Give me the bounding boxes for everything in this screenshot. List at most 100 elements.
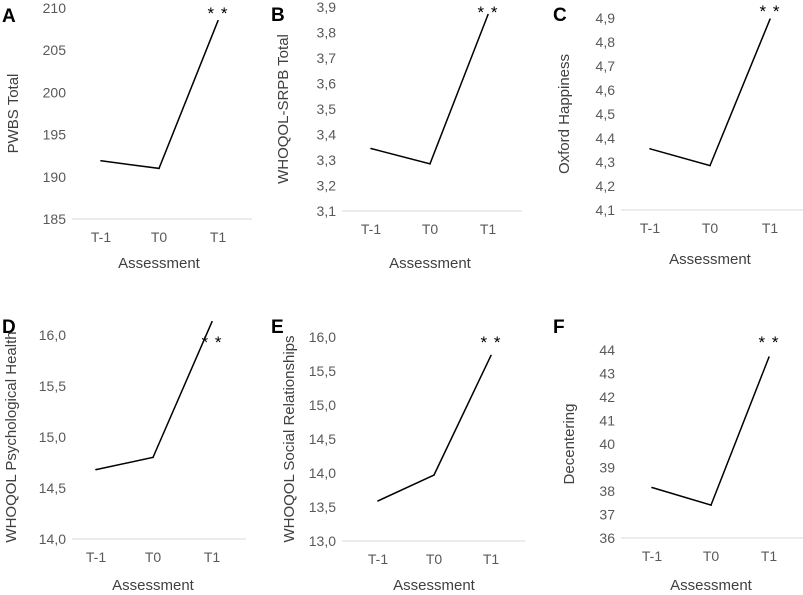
chart1-y-axis-label: PWBS Total <box>5 74 22 154</box>
chart3-y-tick: 4,3 <box>596 154 616 170</box>
chart5-y-tick: 14,0 <box>309 465 336 481</box>
chart5-x-axis-label: Assessment <box>393 577 476 594</box>
chart1-x-tick: T-1 <box>91 229 111 245</box>
chart2-significance-marker: * * <box>478 3 499 22</box>
chart1-data-point <box>158 167 160 170</box>
chart1-y-tick: 195 <box>43 127 67 143</box>
chart6-x-tick: T-1 <box>642 548 662 564</box>
chart2-y-tick: 3,6 <box>317 76 337 92</box>
chart6-y-tick: 37 <box>599 507 615 523</box>
chart3-x-tick: T0 <box>702 220 719 236</box>
chart4-y-tick: 15,0 <box>39 429 66 445</box>
chart6-y-tick: 43 <box>599 366 615 382</box>
chart5-panel-label: E <box>271 317 284 338</box>
chart5-y-axis-label: WHOQOL Social Relationships <box>281 335 298 542</box>
chart5-data-point <box>433 474 435 476</box>
chart4-series-line <box>95 321 213 471</box>
chart4-significance-marker: * * <box>202 333 223 352</box>
chart4-data-point <box>95 468 97 471</box>
chart6-data-point <box>710 504 712 506</box>
chart3-y-tick: 4,5 <box>596 106 616 122</box>
chart5-y-tick: 14,5 <box>309 431 336 447</box>
chart5-data-point <box>377 500 379 502</box>
chart1-panel-label: A <box>2 6 16 27</box>
chart3-y-tick: 4,7 <box>596 58 616 74</box>
chart6-panel-label: F <box>553 317 565 338</box>
chart3-x-tick: T-1 <box>640 220 660 236</box>
chart6-x-tick: T1 <box>761 548 778 564</box>
chart6-x-axis-label: Assessment <box>670 577 753 594</box>
chart2-y-tick: 3,2 <box>317 178 337 194</box>
chart6-y-tick: 36 <box>599 530 615 546</box>
chart6-y-axis-label: Decentering <box>561 404 578 485</box>
chart5-data-point <box>490 354 492 357</box>
chart6-data-point <box>768 356 770 358</box>
chart1-y-tick: 190 <box>43 169 67 185</box>
chart2-x-tick: T1 <box>480 221 497 237</box>
chart4-x-tick: T-1 <box>86 549 106 565</box>
chart1-data-point <box>217 19 219 22</box>
chart1-significance-marker: * * <box>208 4 229 23</box>
chart3-y-tick: 4,6 <box>596 82 616 98</box>
chart1-x-tick: T1 <box>210 229 227 245</box>
chart2-x-tick: T-1 <box>361 221 381 237</box>
chart4-y-tick: 16,0 <box>39 327 66 343</box>
chart2-series-line <box>370 14 489 165</box>
chart3-x-tick: T1 <box>762 220 779 236</box>
chart6-y-tick: 44 <box>599 342 615 358</box>
chart2-data-point <box>429 163 431 165</box>
chart6-y-tick: 41 <box>599 413 615 429</box>
chart4-x-tick: T1 <box>204 549 221 565</box>
chart6-x-tick: T0 <box>703 548 720 564</box>
chart1-x-tick: T0 <box>151 229 168 245</box>
chart4-y-tick: 15,5 <box>39 378 66 394</box>
chart5-x-tick: T0 <box>426 551 443 567</box>
chart5-y-tick: 13,5 <box>309 499 336 515</box>
chart4-data-point <box>211 320 213 323</box>
chart4-panel-label: D <box>2 317 16 338</box>
chart3-y-axis-label: Oxford Happiness <box>556 54 573 174</box>
chart2-x-tick: T0 <box>422 221 439 237</box>
chart3-data-point <box>649 148 651 150</box>
chart3-y-tick: 4,4 <box>596 130 616 146</box>
chart2-y-tick: 3,7 <box>317 50 337 66</box>
chart6-series-line <box>651 356 770 507</box>
chart2-data-point <box>370 147 372 150</box>
chart1-x-axis-label: Assessment <box>118 255 201 272</box>
chart5-y-tick: 15,5 <box>309 363 336 379</box>
chart3-series-line <box>649 18 771 167</box>
chart1-data-point <box>100 160 102 162</box>
chart4-data-point <box>152 456 154 459</box>
chart2-y-tick: 3,4 <box>317 127 337 143</box>
chart3-panel-label: C <box>553 5 567 26</box>
chart6-data-point <box>651 486 653 489</box>
chart4-y-axis-label: WHOQOL Psychological Health <box>3 331 20 542</box>
chart3-y-tick: 4,1 <box>596 202 616 218</box>
chart6-y-tick: 38 <box>599 483 615 499</box>
chart3-data-point <box>709 164 711 167</box>
chart6-y-tick: 40 <box>599 436 615 452</box>
chart4-y-tick: 14,5 <box>39 480 66 496</box>
chart3-y-tick: 4,2 <box>596 178 616 194</box>
chart2-y-tick: 3,5 <box>317 101 337 117</box>
chart5-x-tick: T-1 <box>368 551 388 567</box>
chart3-significance-marker: * * <box>760 2 781 21</box>
chart4-x-axis-label: Assessment <box>112 577 195 594</box>
chart6-y-tick: 39 <box>599 460 615 476</box>
chart6-y-tick: 42 <box>599 389 615 405</box>
chart5-y-tick: 13,0 <box>309 533 336 549</box>
chart3-x-axis-label: Assessment <box>669 251 752 268</box>
chart3-data-point <box>769 18 771 21</box>
chart4-y-tick: 14,0 <box>39 531 66 547</box>
chart1-y-tick: 210 <box>43 0 67 16</box>
chart1-y-tick: 205 <box>43 42 67 58</box>
chart5-y-tick: 16,0 <box>309 329 336 345</box>
chart2-y-tick: 3,3 <box>317 152 337 168</box>
chart1-y-tick: 200 <box>43 84 67 100</box>
chart2-panel-label: B <box>271 5 285 26</box>
chart3-y-tick: 4,9 <box>596 10 616 26</box>
chart2-y-tick: 3,8 <box>317 25 337 41</box>
chart1-y-tick: 185 <box>43 211 67 227</box>
chart1-series-line <box>100 20 219 170</box>
chart3-y-tick: 4,8 <box>596 34 616 50</box>
